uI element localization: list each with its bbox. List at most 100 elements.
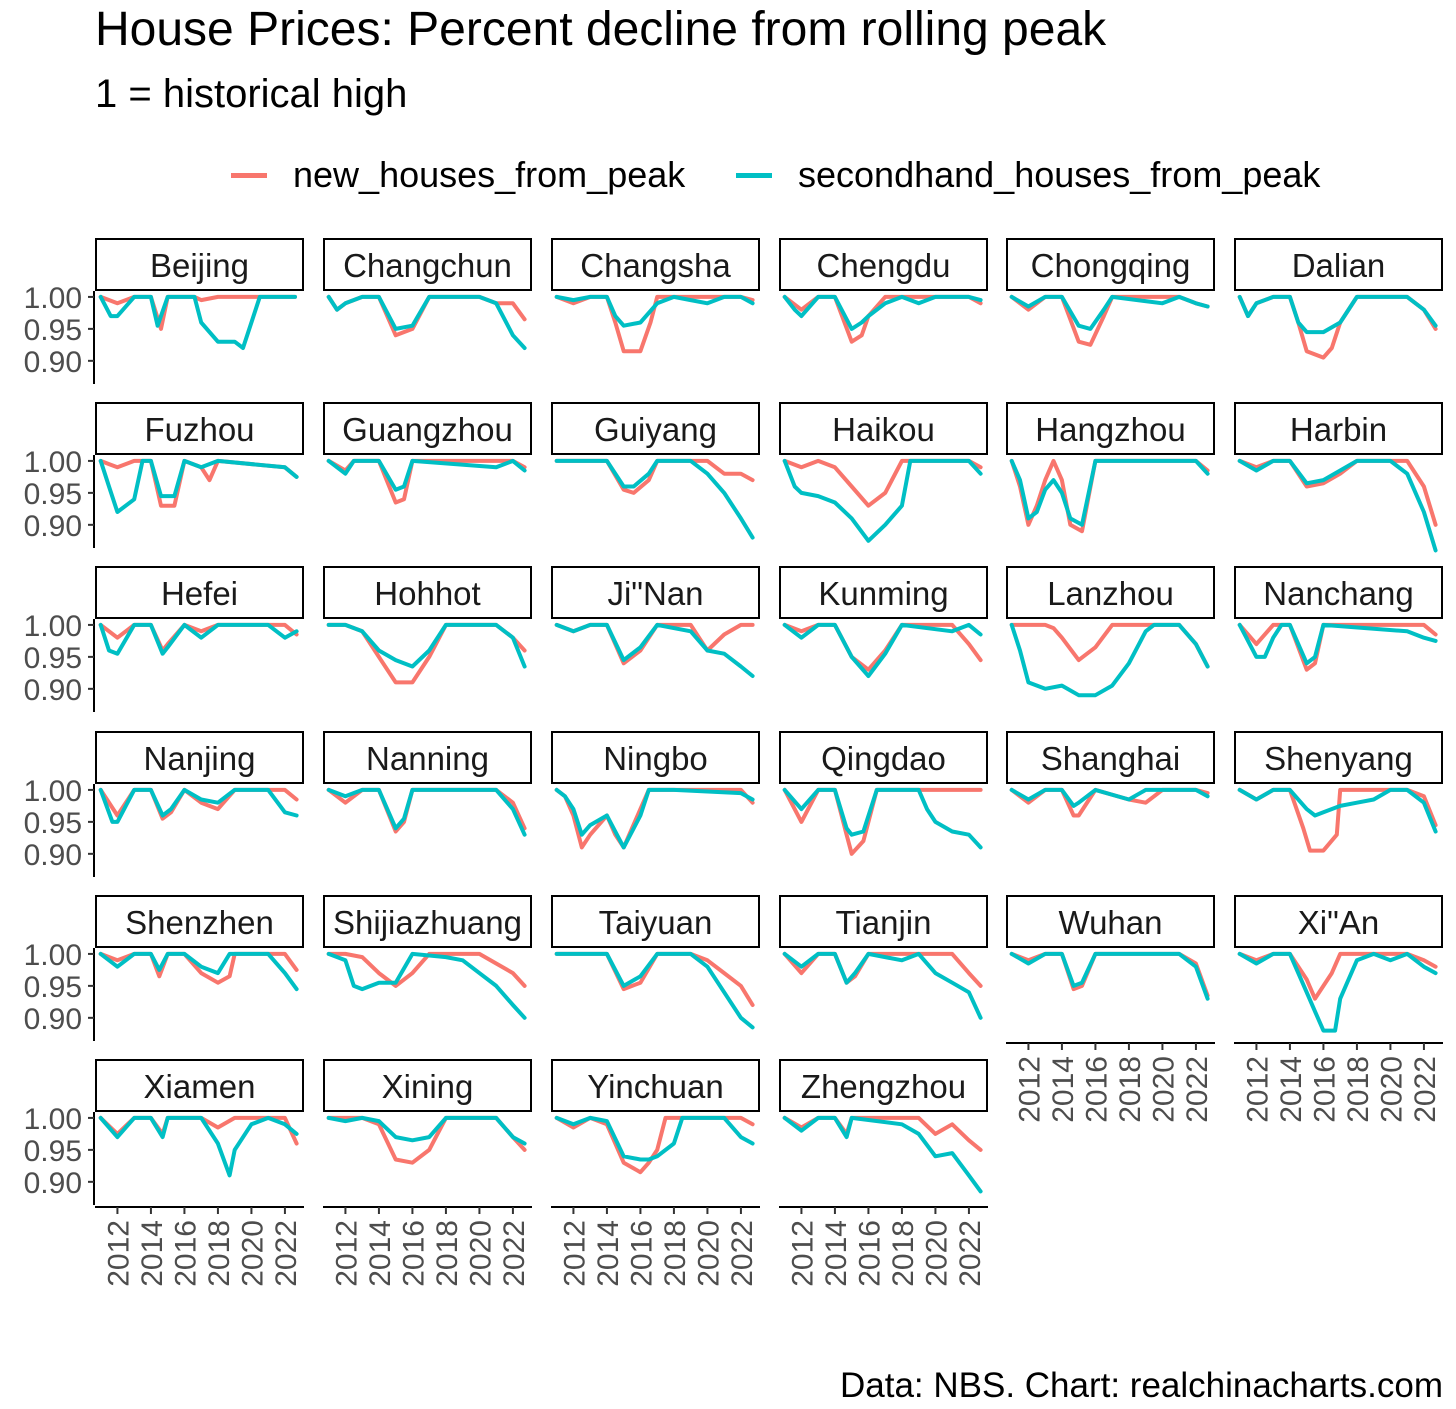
series-line-new-houses-from-peak bbox=[554, 951, 755, 1007]
x-tick-label: 2012 bbox=[330, 1220, 363, 1287]
y-tick-label: 0.95 bbox=[24, 1135, 82, 1168]
facet-strip bbox=[323, 1059, 532, 1112]
y-tick-label: 0.90 bbox=[24, 1167, 82, 1200]
facet-kunming: Kunming bbox=[779, 566, 988, 678]
facet-chongqing: Chongqing bbox=[1006, 238, 1215, 347]
x-tick-label: 2022 bbox=[498, 1220, 531, 1287]
facet-ningbo: Ningbo bbox=[551, 731, 760, 850]
facet-qingdao: Qingdao bbox=[779, 731, 988, 856]
series-line-secondhand-houses-from-peak bbox=[98, 622, 299, 656]
x-tick-label: 2020 bbox=[236, 1220, 269, 1287]
legend-label-secondhand-houses: secondhand_houses_from_peak bbox=[798, 154, 1321, 195]
facet-strip-label: Harbin bbox=[1290, 411, 1387, 448]
series-line-secondhand-houses-from-peak bbox=[326, 622, 527, 669]
y-tick-label: 1.00 bbox=[24, 446, 82, 479]
facet-strip-label: Taiyuan bbox=[599, 904, 713, 941]
x-tick-label: 2018 bbox=[659, 1220, 692, 1287]
facet-strip bbox=[1234, 731, 1443, 784]
x-tick-label: 2020 bbox=[1375, 1056, 1408, 1123]
y-tick-label: 0.95 bbox=[24, 807, 82, 840]
y-tick-label: 0.90 bbox=[24, 510, 82, 543]
facet-tianjin: Tianjin bbox=[779, 895, 988, 1020]
facet-strip-label: Changchun bbox=[343, 247, 512, 284]
series-line-new-houses-from-peak bbox=[782, 458, 983, 508]
y-tick-label: 0.95 bbox=[24, 478, 82, 511]
facet-strip bbox=[551, 402, 760, 455]
y-tick-label: 0.95 bbox=[24, 642, 82, 675]
y-tick-label: 0.90 bbox=[24, 346, 82, 379]
facet-strip-label: Hefei bbox=[161, 575, 238, 612]
facet-guiyang: Guiyang bbox=[551, 402, 760, 540]
facet-changsha: Changsha bbox=[551, 238, 760, 354]
facet-shenzhen: Shenzhen 0.900.951.00 bbox=[24, 895, 304, 1041]
x-tick-label: 2018 bbox=[1342, 1056, 1375, 1123]
legend-item-secondhand-houses: secondhand_houses_from_peak bbox=[736, 150, 1320, 200]
facet-strip-label: Zhengzhou bbox=[801, 1068, 966, 1105]
y-tick-label: 0.90 bbox=[24, 674, 82, 707]
series-line-secondhand-houses-from-peak bbox=[554, 1115, 755, 1162]
x-tick-label: 2014 bbox=[364, 1220, 397, 1287]
facet-strip-label: Nanchang bbox=[1263, 575, 1413, 612]
facet-strip bbox=[551, 731, 760, 784]
facet-strip bbox=[1234, 402, 1443, 455]
series-line-new-houses-from-peak bbox=[1237, 787, 1438, 853]
series-line-new-houses-from-peak bbox=[1237, 951, 1438, 1001]
facet-hefei: Hefei 0.900.951.00 bbox=[24, 566, 304, 712]
facet-strip-label: Xiamen bbox=[144, 1068, 256, 1105]
x-tick-label: 2016 bbox=[625, 1220, 658, 1287]
series-line-secondhand-houses-from-peak bbox=[1009, 622, 1210, 698]
series-line-secondhand-houses-from-peak bbox=[326, 951, 527, 1020]
series-line-secondhand-houses-from-peak bbox=[98, 1115, 299, 1178]
x-tick-label: 2012 bbox=[102, 1220, 135, 1287]
facet-nanjing: Nanjing 0.900.951.00 bbox=[24, 731, 304, 877]
facet-strip bbox=[323, 895, 532, 948]
facet-strip-label: Hangzhou bbox=[1035, 411, 1185, 448]
facet-strip-label: Tianjin bbox=[836, 904, 932, 941]
series-line-new-houses-from-peak bbox=[1237, 294, 1438, 360]
facet-xi-an: Xi"An 2012 2014 2016 2018 2020 2022 bbox=[1234, 895, 1443, 1123]
x-tick-label: 2016 bbox=[1080, 1056, 1113, 1123]
facet-strip-label: Xining bbox=[382, 1068, 474, 1105]
facet-ji-nan: Ji"Nan bbox=[551, 566, 760, 678]
x-tick-label: 2022 bbox=[1181, 1056, 1214, 1123]
y-tick-label: 1.00 bbox=[24, 282, 82, 315]
y-tick-label: 0.90 bbox=[24, 839, 82, 872]
facet-strip-label: Fuzhou bbox=[144, 411, 254, 448]
series-line-new-houses-from-peak bbox=[1009, 622, 1210, 669]
series-line-new-houses-from-peak bbox=[782, 787, 983, 856]
facet-strip-label: Hohhot bbox=[374, 575, 480, 612]
x-tick-label: 2018 bbox=[1114, 1056, 1147, 1123]
facet-strip-label: Shijiazhuang bbox=[333, 904, 522, 941]
x-tick-label: 2022 bbox=[726, 1220, 759, 1287]
series-line-secondhand-houses-from-peak bbox=[98, 458, 299, 514]
facet-strip bbox=[323, 566, 532, 619]
series-line-new-houses-from-peak bbox=[326, 1115, 527, 1165]
facet-beijing: Beijing 0.900.951.00 bbox=[24, 238, 304, 384]
facet-strip-label: Shanghai bbox=[1041, 740, 1180, 777]
facet-haikou: Haikou bbox=[779, 402, 988, 543]
facet-strip bbox=[323, 731, 532, 784]
series-line-new-houses-from-peak bbox=[554, 787, 755, 850]
facet-strip bbox=[95, 1059, 304, 1112]
series-line-new-houses-from-peak bbox=[554, 1115, 755, 1175]
series-line-secondhand-houses-from-peak bbox=[554, 951, 755, 1030]
facet-strip-label: Beijing bbox=[150, 247, 249, 284]
facet-strip-label: Chongqing bbox=[1031, 247, 1191, 284]
facet-lanzhou: Lanzhou bbox=[1006, 566, 1215, 698]
x-tick-label: 2014 bbox=[136, 1220, 169, 1287]
series-line-secondhand-houses-from-peak bbox=[1009, 458, 1210, 527]
facet-hohhot: Hohhot bbox=[323, 566, 532, 685]
facet-hangzhou: Hangzhou bbox=[1006, 402, 1215, 534]
facet-fuzhou: Fuzhou 0.900.951.00 bbox=[24, 402, 304, 548]
x-tick-label: 2022 bbox=[270, 1220, 303, 1287]
series-line-secondhand-houses-from-peak bbox=[326, 1115, 527, 1146]
series-line-secondhand-houses-from-peak bbox=[1009, 787, 1210, 808]
series-line-secondhand-houses-from-peak bbox=[1009, 951, 1210, 1001]
series-line-secondhand-houses-from-peak bbox=[782, 294, 983, 331]
y-tick-label: 0.95 bbox=[24, 314, 82, 347]
series-line-secondhand-houses-from-peak bbox=[326, 458, 527, 492]
facet-strip bbox=[1006, 895, 1215, 948]
facet-strip bbox=[779, 402, 988, 455]
series-line-new-houses-from-peak bbox=[1009, 951, 1210, 998]
facet-harbin: Harbin bbox=[1234, 402, 1443, 553]
